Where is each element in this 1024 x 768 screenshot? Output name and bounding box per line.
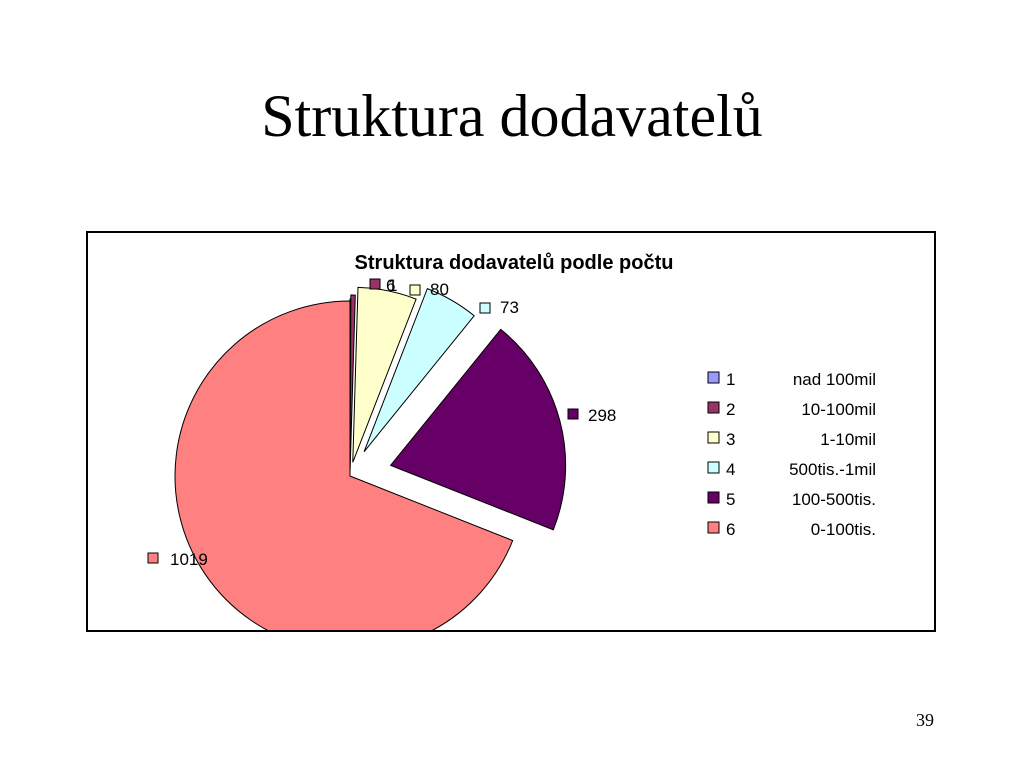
data-label-marker-5 <box>567 408 579 420</box>
legend-label-6: 6 <box>726 520 735 539</box>
legend-swatch-5 <box>707 491 720 504</box>
data-label-2: 6 <box>386 276 395 295</box>
data-labels: 16 80 73 298 1019 <box>147 276 616 569</box>
data-label-1: 1 <box>388 276 397 295</box>
slide-title: Struktura dodavatelů <box>261 83 763 149</box>
legend-label-3: 3 <box>726 430 735 449</box>
legend-description-2: 10-100mil <box>801 400 876 419</box>
pie-slice-4 <box>363 287 475 453</box>
chart-title: Struktura dodavatelů podle počtu <box>355 252 674 274</box>
data-label-marker-6 <box>147 552 159 564</box>
legend-description-1: nad 100mil <box>793 370 876 389</box>
legend-swatch-6 <box>707 521 720 534</box>
data-label-5: 298 <box>588 406 616 425</box>
data-label-6: 1019 <box>170 550 208 569</box>
data-label-3: 80 <box>430 280 449 299</box>
chart-frame: Struktura dodavatelů podle počtu 1 6 80 73 2… <box>86 231 936 632</box>
pie-chart: Struktura dodavatelů podle počtu 16 80732… <box>147 252 876 630</box>
data-label-4: 73 <box>500 298 519 317</box>
legend-label-5: 5 <box>726 490 735 509</box>
legend-swatch-1 <box>707 371 720 384</box>
legend-description-3: 1-10mil <box>820 430 876 449</box>
legend-description-5: 100-500tis. <box>792 490 876 509</box>
data-label-marker-4 <box>479 302 491 314</box>
legend: 1 nad 100mil 2 10-100mil 3 1-10mil 4 500tis.-1m… <box>707 370 876 539</box>
pie-slice-3 <box>352 286 417 463</box>
data-label-marker-3 <box>409 284 421 296</box>
legend-label-4: 4 <box>726 460 735 479</box>
pie-slices <box>174 286 567 630</box>
pie-slice-2 <box>349 294 356 471</box>
data-label-marker-2 <box>369 278 381 290</box>
legend-description-6: 0-100tis. <box>811 520 876 539</box>
legend-swatch-4 <box>707 461 720 474</box>
legend-swatch-3 <box>707 431 720 444</box>
pie-slice-5 <box>389 328 567 531</box>
legend-label-2: 2 <box>726 400 735 419</box>
legend-swatch-2 <box>707 401 720 414</box>
legend-label-1: 1 <box>726 370 735 389</box>
page-number: 39 <box>916 710 934 730</box>
legend-description-4: 500tis.-1mil <box>789 460 876 479</box>
pie-slice-6 <box>174 300 514 630</box>
